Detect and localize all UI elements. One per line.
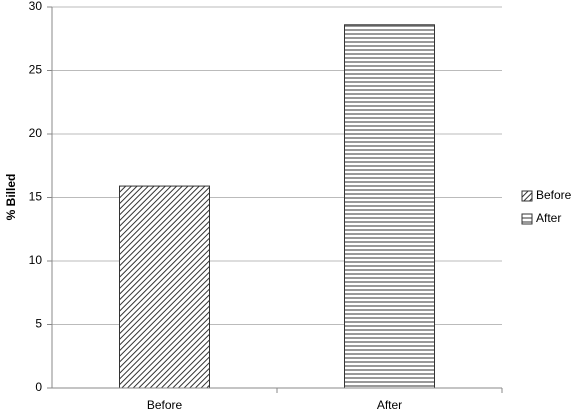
bar xyxy=(344,24,435,389)
legend-swatch xyxy=(521,213,533,225)
legend-swatch xyxy=(521,190,533,202)
y-tick-label: 25 xyxy=(29,63,43,77)
x-tick-label: Before xyxy=(147,398,183,412)
legend-label: Before xyxy=(536,188,572,202)
legend-label: After xyxy=(536,211,561,225)
y-tick-label: 0 xyxy=(35,380,42,394)
y-axis-label: % Billed xyxy=(4,174,18,221)
y-tick-label: 30 xyxy=(29,0,43,13)
x-tick-label: After xyxy=(377,398,402,412)
y-tick-label: 5 xyxy=(35,317,42,331)
y-tick-label: 10 xyxy=(29,253,43,267)
bar xyxy=(119,185,210,389)
y-tick-label: 15 xyxy=(29,190,43,204)
y-tick-label: 20 xyxy=(29,126,43,140)
